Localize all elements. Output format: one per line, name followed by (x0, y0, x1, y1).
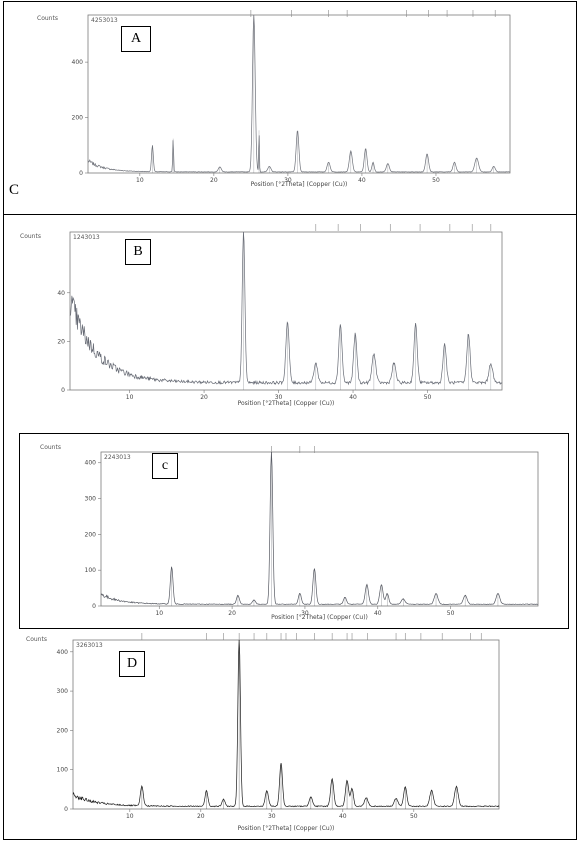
y-axis-label: Counts (40, 444, 61, 451)
x-tick-label: 40 (374, 610, 382, 617)
x-tick-label: 10 (136, 177, 144, 184)
panel-label-b: B (125, 239, 151, 265)
diffraction-trace (72, 639, 500, 808)
y-tick-label: 400 (85, 460, 97, 467)
y-tick-label: 0 (79, 170, 83, 177)
panel-label-c: c (152, 453, 178, 479)
x-tick-label: 30 (268, 813, 276, 820)
y-axis-label: Counts (37, 15, 58, 22)
y-tick-label: 200 (57, 727, 69, 734)
y-tick-label: 400 (57, 649, 69, 656)
x-tick-label: 20 (197, 813, 205, 820)
y-tick-label: 100 (57, 767, 69, 774)
x-tick-label: 20 (200, 394, 208, 401)
y-tick-label: 400 (72, 59, 84, 66)
y-tick-label: 200 (72, 115, 84, 122)
x-tick-label: 10 (155, 610, 163, 617)
x-tick-label: 50 (424, 394, 432, 401)
x-tick-label: 30 (284, 177, 292, 184)
y-tick-label: 0 (61, 387, 65, 394)
x-tick-label: 30 (301, 610, 309, 617)
x-tick-label: 50 (432, 177, 440, 184)
sample-id: 2243013 (104, 454, 131, 461)
plot-frame (100, 451, 539, 607)
chart-panel-d: Counts 3263013 0 100 200 300 400 10 20 30 40 50 Posi… (26, 633, 500, 832)
panel-label-a: A (121, 26, 151, 52)
y-tick-label: 40 (57, 290, 65, 297)
y-tick-label: 0 (64, 806, 68, 813)
frame-panel-c (19, 433, 569, 629)
sample-id: 1243013 (73, 234, 100, 241)
x-tick-label: 20 (210, 177, 218, 184)
x-tick-label: 50 (410, 813, 418, 820)
y-tick-label: 0 (92, 603, 96, 610)
y-tick-label: 100 (85, 567, 97, 574)
sample-id: 3263013 (76, 642, 103, 649)
y-tick-label: 300 (85, 496, 97, 503)
diffraction-trace (69, 231, 503, 386)
x-axis-label: Position [°2Theta] (Copper (Cu)) (238, 825, 335, 832)
x-tick-label: 50 (447, 610, 455, 617)
x-tick-label: 40 (349, 394, 357, 401)
x-axis-label: Position [°2Theta] (Copper (Cu)) (251, 181, 348, 188)
x-tick-label: 20 (228, 610, 236, 617)
panel-label-d: D (119, 651, 145, 677)
y-tick-label: 20 (57, 338, 65, 345)
y-axis-label: Counts (20, 233, 41, 240)
x-tick-label: 40 (358, 177, 366, 184)
x-tick-label: 30 (275, 394, 283, 401)
x-axis-label: Position [°2Theta] (Copper (Cu)) (271, 614, 368, 621)
plot-frame (87, 14, 511, 174)
chart-panel-c: Counts 2243013 0 100 200 300 400 10 20 30 40 50 Posi… (40, 444, 539, 621)
sample-id: 4253013 (91, 17, 118, 24)
corner-letter: C (9, 182, 20, 198)
diffraction-trace (87, 14, 511, 173)
frame-top (3, 1, 577, 215)
y-tick-label: 300 (57, 688, 69, 695)
y-tick-label: 200 (85, 531, 97, 538)
y-axis-label: Counts (26, 636, 47, 643)
chart-panel-a: Counts 4253013 0 200 400 10 20 30 40 50 Position [… (37, 10, 511, 188)
x-tick-label: 10 (126, 813, 134, 820)
x-tick-label: 10 (126, 394, 134, 401)
frame-middle (3, 214, 577, 840)
x-axis-label: Position [°2Theta] (Copper (Cu)) (238, 400, 335, 407)
chart-panel-b: Counts 1243013 0 20 40 10 20 30 40 50 Position [°2… (20, 224, 503, 407)
plot-frame (69, 231, 503, 391)
x-tick-label: 40 (339, 813, 347, 820)
